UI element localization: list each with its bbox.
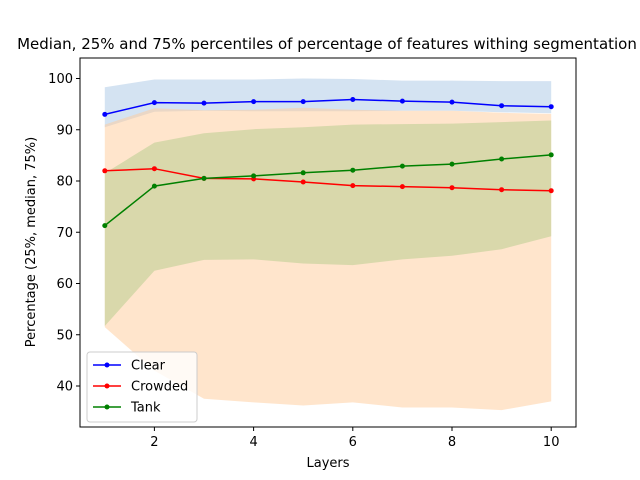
crowded-point	[449, 185, 455, 191]
crowded-median-line	[104, 167, 552, 192]
y-tick-label: 90	[56, 123, 73, 138]
x-tick-label: 4	[249, 435, 257, 450]
crowded-point	[350, 183, 356, 189]
tank-point	[201, 175, 207, 181]
percentile-bands	[104, 78, 552, 411]
chart-title: Median, 25% and 75% percentiles of perce…	[17, 35, 637, 53]
tank-point	[151, 183, 157, 189]
crowded-point	[499, 187, 505, 193]
clear-point	[102, 111, 108, 117]
clear-point	[449, 99, 455, 105]
clear-point	[548, 104, 554, 110]
x-tick-label: 6	[349, 435, 357, 450]
x-tick-label: 2	[150, 435, 158, 450]
y-axis: 40 50 60 70 80 90 100	[48, 72, 80, 395]
clear-point	[201, 100, 207, 106]
tank-point	[251, 173, 257, 179]
tank-median-line	[104, 154, 552, 227]
x-tick-label: 10	[543, 435, 560, 450]
clear-point	[350, 97, 356, 102]
legend-marker-tank	[104, 404, 110, 410]
y-tick-label: 60	[56, 277, 73, 292]
legend-items: Clear Crowded Tank	[93, 359, 188, 416]
crowded-point	[102, 168, 108, 174]
crowded-point	[399, 184, 405, 190]
clear-point	[300, 99, 306, 105]
y-tick-label: 40	[56, 380, 73, 395]
y-tick-label: 50	[56, 328, 73, 343]
tank-point	[499, 156, 505, 162]
crowded-point	[300, 179, 306, 185]
clear-median-line	[104, 98, 552, 116]
y-tick-label: 70	[56, 226, 73, 241]
tank-point	[449, 161, 455, 167]
clear-point	[399, 98, 405, 104]
tank-percentile-band	[104, 120, 552, 326]
median-lines	[102, 97, 554, 229]
tank-point	[102, 223, 108, 229]
y-tick-label: 100	[48, 72, 73, 87]
y-axis-label: Percentage (25%, median, 75%)	[24, 137, 39, 347]
crowded-point	[151, 166, 157, 172]
clear-point	[499, 103, 505, 109]
legend: Clear Crowded Tank	[86, 351, 198, 423]
tank-point	[350, 167, 356, 173]
legend-marker-clear	[104, 362, 110, 368]
legend-label-tank: Tank	[130, 401, 161, 416]
x-axis-label: Layers	[306, 456, 349, 471]
legend-box	[86, 351, 198, 423]
clear-percentile-band	[104, 78, 552, 128]
tank-point	[399, 163, 405, 169]
tank-point	[548, 152, 554, 158]
clear-point	[151, 100, 157, 106]
crowded-point	[548, 188, 554, 194]
clear-point	[251, 99, 257, 105]
x-tick-label: 8	[448, 435, 456, 450]
legend-label-clear: Clear	[131, 359, 166, 374]
legend-label-crowded: Crowded	[131, 380, 188, 395]
x-axis: 2 4 6 8 10	[150, 427, 559, 450]
y-tick-label: 80	[56, 175, 73, 190]
legend-marker-crowded	[104, 383, 110, 389]
tank-point	[300, 170, 306, 176]
plot-frame	[79, 57, 577, 428]
